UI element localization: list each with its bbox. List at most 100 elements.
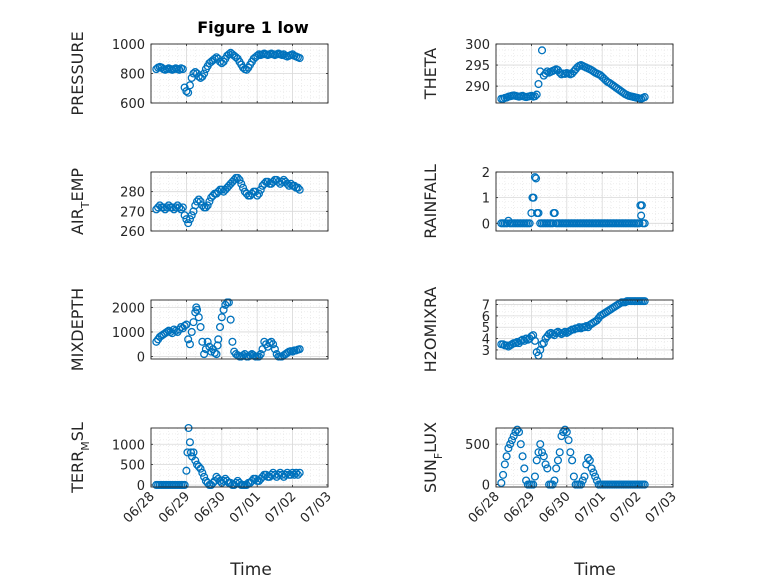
- data-point: [293, 183, 302, 192]
- data-point: [543, 464, 552, 473]
- data-point: [219, 305, 228, 314]
- x-tick-label: 06/30: [537, 489, 574, 526]
- data-point: [194, 313, 203, 322]
- data-point: [254, 189, 264, 198]
- x-tick-label: 07/02: [262, 489, 299, 526]
- data-point: [203, 337, 212, 346]
- data-point: [499, 470, 508, 479]
- data-point: [180, 480, 189, 490]
- y-axis-label: TERRMSL: [68, 422, 92, 494]
- subplot-rainfall: 0 1 2 RAINFALL: [421, 164, 674, 239]
- y-tick-label: 300: [465, 38, 490, 53]
- data-point: [154, 203, 163, 212]
- data-point: [290, 470, 299, 479]
- data-point: [640, 480, 649, 489]
- data-point: [635, 219, 644, 228]
- axes-box: [495, 171, 674, 232]
- data-point: [253, 191, 262, 200]
- data-point: [192, 197, 202, 206]
- data-point: [295, 53, 304, 63]
- subplot-pressure: 600 800 1000 PRESSURE: [68, 31, 329, 116]
- y-axis-label: AIRTEMP: [68, 168, 92, 235]
- data-point: [253, 51, 262, 60]
- data-point: [178, 65, 187, 74]
- y-tick-label: 1000: [112, 38, 145, 53]
- data-point: [192, 305, 202, 314]
- data-point: [186, 448, 196, 457]
- data-point: [578, 476, 587, 485]
- data-point: [530, 336, 539, 345]
- axes-box: [495, 43, 674, 104]
- data-point: [497, 478, 506, 488]
- data-point: [514, 427, 524, 437]
- data-point: [293, 470, 302, 479]
- data-point: [270, 345, 279, 354]
- data-point: [238, 183, 248, 192]
- y-tick-label: 800: [120, 68, 145, 83]
- data-point: [182, 215, 191, 224]
- data-point: [292, 468, 301, 477]
- axes-box: [150, 171, 329, 232]
- data-point: [194, 462, 203, 471]
- data-point: [184, 219, 193, 228]
- data-point: [283, 179, 292, 188]
- x-tick-label: 06/30: [192, 489, 229, 526]
- x-tick-label: 06/28: [466, 489, 503, 526]
- data-point: [637, 211, 646, 220]
- data-point: [269, 340, 278, 349]
- data-point: [295, 345, 304, 354]
- figure-title: Figure 1 low: [197, 18, 309, 37]
- y-tick-label: 600: [120, 97, 145, 112]
- data-point: [210, 348, 219, 357]
- subplot-air-emp: 260 270 280 AIRTEMP: [68, 168, 329, 240]
- data-point: [550, 208, 559, 218]
- y-tick-label: 290: [465, 80, 490, 95]
- data-point: [295, 185, 304, 194]
- data-point: [201, 203, 210, 212]
- data-point: [288, 347, 297, 356]
- data-point: [541, 460, 550, 469]
- data-point: [205, 197, 214, 206]
- y-tick-label: 260: [120, 225, 145, 240]
- data-point: [185, 438, 194, 447]
- data-point: [171, 326, 180, 335]
- data-point: [226, 315, 235, 324]
- data-point: [256, 185, 265, 194]
- data-point: [532, 90, 541, 99]
- data-point: [529, 480, 538, 489]
- data-point: [506, 440, 515, 449]
- data-point: [502, 452, 511, 461]
- data-point: [184, 335, 193, 344]
- axes-box: [150, 299, 329, 360]
- data-point: [191, 456, 200, 465]
- data-point: [500, 460, 509, 469]
- y-axis-label: H2OMIXRA: [421, 287, 440, 373]
- data-point: [536, 345, 545, 354]
- x-axis-label-left: Time: [229, 560, 272, 580]
- data-point: [525, 219, 534, 228]
- data-point: [539, 452, 548, 461]
- data-point: [180, 321, 189, 330]
- x-tick-label: 07/03: [298, 489, 335, 526]
- subplot-mixdepth: 0 1000 2000 MIXDEPTH: [68, 288, 329, 371]
- data-point: [194, 195, 203, 204]
- data-point: [568, 456, 577, 465]
- y-tick-label: 2: [482, 166, 490, 181]
- data-point: [536, 440, 545, 449]
- axes-box: [495, 427, 674, 488]
- y-tick-label: 0: [137, 479, 145, 494]
- data-point: [516, 440, 525, 449]
- y-tick-label: 2000: [112, 301, 145, 316]
- data-point: [552, 464, 561, 473]
- data-point: [504, 444, 513, 453]
- x-tick-label: 06/29: [501, 489, 538, 526]
- data-point: [534, 448, 543, 457]
- data-point: [185, 340, 194, 349]
- y-tick-label: 0: [137, 351, 145, 366]
- data-point: [235, 175, 244, 184]
- data-point: [537, 46, 547, 55]
- data-point: [224, 298, 233, 307]
- data-point: [208, 478, 218, 487]
